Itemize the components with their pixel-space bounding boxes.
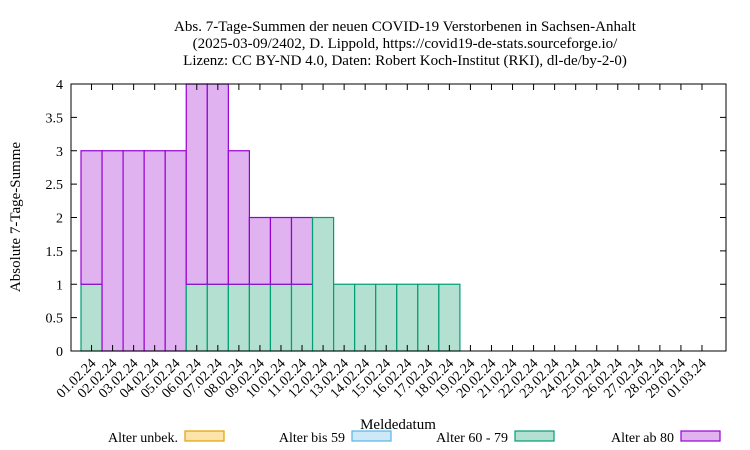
bar-4-01.02.24 — [80, 150, 103, 285]
bar-3-14.02.24 — [354, 283, 377, 352]
y-tick-label: 2 — [56, 212, 63, 227]
y-tick-label: 3.5 — [46, 111, 64, 126]
bar-3-16.02.24 — [396, 283, 419, 352]
bar-4-09.02.24 — [248, 216, 272, 285]
legend-label-1: Alter unbek. — [108, 431, 178, 446]
y-tick-label: 1 — [56, 278, 63, 293]
y-tick-label: 4 — [56, 78, 63, 93]
bar-4-05.02.24 — [164, 150, 187, 352]
y-tick-label: 2.5 — [46, 178, 64, 193]
bar-3-13.02.24 — [333, 283, 356, 352]
chart-title-line-1: Abs. 7-Tage-Summen der neuen COVID-19 Ve… — [174, 19, 637, 35]
bar-3-06.02.24 — [185, 283, 208, 352]
x-axis-label: Meldedatum — [360, 417, 436, 433]
bar-3-07.02.24 — [206, 283, 229, 352]
chart-title-line-2: (2025-03-09/2402, D. Lippold, https://co… — [193, 36, 618, 52]
y-axis: 0 0.5 1 1.5 2 2.5 3 3.5 4 — [46, 78, 726, 360]
y-tick-label: 1.5 — [46, 245, 64, 260]
bar-3-10.02.24 — [269, 283, 293, 352]
bar-3-12.02.24 — [311, 216, 335, 352]
bars-layer — [80, 83, 461, 352]
bar-3-11.02.24 — [290, 283, 314, 352]
legend-swatch-2 — [351, 430, 392, 442]
bar-4-08.02.24 — [227, 150, 251, 285]
legend-swatch-4 — [680, 430, 721, 442]
legend-swatch-3 — [514, 430, 555, 442]
bar-4-11.02.24 — [290, 216, 314, 285]
legend-label-3: Alter 60 - 79 — [436, 431, 508, 446]
legend-swatch-1 — [184, 430, 225, 442]
bar-3-08.02.24 — [227, 283, 251, 352]
legend-label-2: Alter bis 59 — [279, 431, 345, 446]
bar-3-15.02.24 — [375, 283, 398, 352]
bar-3-01.02.24 — [80, 283, 103, 352]
bar-4-10.02.24 — [269, 216, 293, 285]
y-axis-label: Absolute 7-Tage-Summe — [8, 142, 24, 293]
legend-label-4: Alter ab 80 — [611, 431, 674, 446]
chart-title-line-3: Lizenz: CC BY-ND 4.0, Daten: Robert Koch… — [183, 53, 627, 69]
legend: Alter unbek. Alter bis 59 Alter 60 - 79 Alt… — [108, 430, 721, 446]
bar-3-18.02.24 — [438, 283, 461, 352]
bar-4-07.02.24 — [206, 83, 229, 285]
bar-4-06.02.24 — [185, 83, 208, 285]
bar-3-09.02.24 — [248, 283, 272, 352]
y-tick-label: 0 — [56, 345, 63, 360]
bar-4-02.02.24 — [101, 150, 124, 352]
y-tick-label: 3 — [56, 145, 63, 160]
bar-4-03.02.24 — [122, 150, 145, 352]
bar-4-04.02.24 — [143, 150, 166, 352]
y-tick-label: 0.5 — [46, 312, 64, 327]
chart-title: Abs. 7-Tage-Summen der neuen COVID-19 Ve… — [174, 19, 637, 69]
bar-3-17.02.24 — [417, 283, 440, 352]
